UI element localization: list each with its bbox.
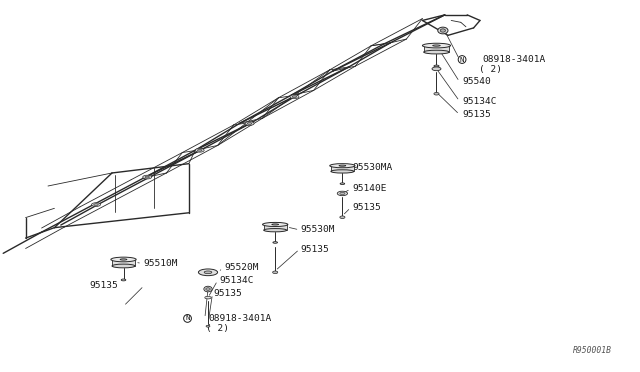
Text: 95530M: 95530M xyxy=(301,225,335,234)
Text: 95135: 95135 xyxy=(214,289,243,298)
Text: R950001B: R950001B xyxy=(573,346,612,355)
Polygon shape xyxy=(264,224,287,230)
Ellipse shape xyxy=(273,271,278,274)
Ellipse shape xyxy=(120,259,127,260)
Text: 95140E: 95140E xyxy=(352,185,387,193)
Text: 08918-3401A: 08918-3401A xyxy=(208,314,271,323)
Text: 95135: 95135 xyxy=(301,245,330,254)
Ellipse shape xyxy=(206,325,210,327)
Ellipse shape xyxy=(433,45,440,46)
Polygon shape xyxy=(112,260,135,266)
Text: 95530MA: 95530MA xyxy=(352,163,392,172)
Ellipse shape xyxy=(245,122,254,125)
Text: 95135: 95135 xyxy=(352,203,381,212)
Ellipse shape xyxy=(262,222,288,227)
Ellipse shape xyxy=(204,271,212,274)
Text: 95540: 95540 xyxy=(462,77,491,86)
Ellipse shape xyxy=(92,203,100,206)
Ellipse shape xyxy=(273,242,278,243)
Text: 95520M: 95520M xyxy=(224,263,259,272)
Text: 95135: 95135 xyxy=(90,281,118,290)
Ellipse shape xyxy=(204,286,212,292)
Ellipse shape xyxy=(290,95,299,99)
Ellipse shape xyxy=(292,96,297,98)
Ellipse shape xyxy=(339,165,346,166)
Ellipse shape xyxy=(112,264,135,268)
Text: 95510M: 95510M xyxy=(143,259,178,268)
Ellipse shape xyxy=(337,191,348,196)
Ellipse shape xyxy=(121,279,126,281)
Polygon shape xyxy=(331,166,354,171)
Ellipse shape xyxy=(145,176,150,178)
Ellipse shape xyxy=(206,288,210,290)
Ellipse shape xyxy=(438,27,448,34)
Ellipse shape xyxy=(111,257,136,262)
Ellipse shape xyxy=(197,149,202,151)
Ellipse shape xyxy=(195,148,204,152)
Text: 95135: 95135 xyxy=(462,110,491,119)
Ellipse shape xyxy=(264,228,287,232)
Text: 95134C: 95134C xyxy=(219,276,253,285)
Ellipse shape xyxy=(434,65,439,67)
Text: ( 2): ( 2) xyxy=(479,65,502,74)
Polygon shape xyxy=(424,45,449,52)
Text: N: N xyxy=(185,315,190,321)
Ellipse shape xyxy=(272,224,278,225)
Ellipse shape xyxy=(143,175,152,179)
Ellipse shape xyxy=(340,216,345,218)
Ellipse shape xyxy=(94,203,99,205)
Text: 08918-3401A: 08918-3401A xyxy=(483,55,546,64)
Ellipse shape xyxy=(330,164,355,168)
Text: N: N xyxy=(460,57,465,62)
Ellipse shape xyxy=(331,170,354,173)
Ellipse shape xyxy=(440,29,445,32)
Ellipse shape xyxy=(340,183,345,185)
Ellipse shape xyxy=(205,296,211,299)
Ellipse shape xyxy=(432,67,441,71)
Ellipse shape xyxy=(340,192,345,195)
Text: ( 2): ( 2) xyxy=(206,324,229,333)
Ellipse shape xyxy=(198,269,218,276)
Ellipse shape xyxy=(434,92,439,95)
Ellipse shape xyxy=(424,50,449,54)
Text: 95134C: 95134C xyxy=(462,97,497,106)
Ellipse shape xyxy=(422,43,451,48)
Ellipse shape xyxy=(248,122,252,124)
